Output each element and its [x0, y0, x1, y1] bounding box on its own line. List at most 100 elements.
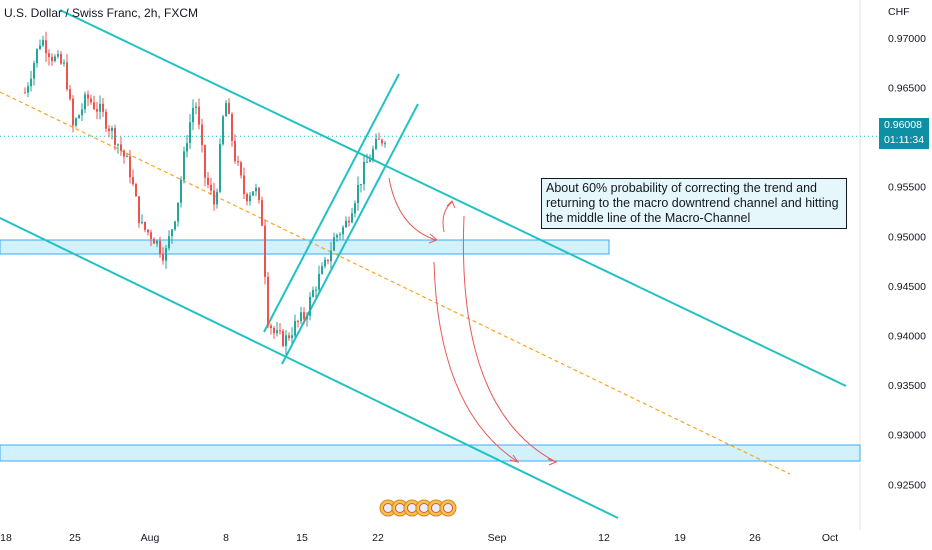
x-tick-label: 12 — [598, 532, 610, 544]
candle-body — [363, 161, 365, 185]
candle-body — [195, 106, 197, 108]
candle-body — [60, 54, 62, 64]
candle-body — [243, 175, 245, 194]
candle-body — [129, 156, 131, 178]
candle-body — [75, 118, 77, 126]
candle-body — [123, 150, 125, 157]
candle-body — [51, 57, 53, 61]
candle-body — [381, 139, 383, 144]
candle-body — [168, 236, 170, 249]
x-tick-label: 8 — [223, 532, 229, 544]
candle-body — [210, 184, 212, 191]
economic-event-flag-icon — [431, 503, 441, 513]
projection-arrow-head — [428, 233, 438, 244]
candle-body — [138, 196, 140, 224]
candle-body — [228, 102, 230, 114]
projection-arrow-head — [509, 454, 520, 463]
x-tick-label: 18 — [0, 532, 12, 544]
candle-body — [57, 54, 59, 57]
candle-body — [297, 320, 299, 322]
candle-body — [300, 312, 302, 322]
candle-body — [318, 273, 320, 290]
candle-body — [96, 108, 98, 112]
candle-body — [339, 234, 341, 236]
candle-body — [234, 140, 236, 162]
economic-event-flag-icon — [443, 503, 453, 513]
y-tick-label: 0.92500 — [888, 479, 926, 491]
candle-body — [246, 193, 248, 202]
candle-body — [153, 238, 155, 244]
y-tick-label: 0.93500 — [888, 380, 926, 392]
x-tick-label: 22 — [372, 532, 384, 544]
candle-body — [360, 184, 362, 186]
candle-body — [126, 156, 128, 158]
candle-body — [252, 191, 254, 196]
x-tick-label: Sep — [488, 532, 507, 544]
candle-body — [141, 221, 143, 224]
candle-body — [102, 103, 104, 112]
candle-body — [156, 240, 158, 244]
candle-body — [120, 144, 122, 151]
candle-body — [144, 221, 146, 230]
candle-body — [312, 290, 314, 297]
rising-channel-lower — [281, 103, 419, 365]
countdown-timer: 01:11:34 — [884, 134, 925, 146]
candle-body — [321, 266, 323, 274]
candle-body — [351, 213, 353, 223]
candle-body — [357, 184, 359, 204]
candle-body — [198, 106, 200, 125]
candle-body — [213, 190, 215, 205]
candle-body — [117, 144, 119, 146]
candle-body — [345, 220, 347, 228]
candle-body — [183, 151, 185, 180]
y-tick-label: 0.94000 — [888, 330, 926, 342]
candle-body — [291, 335, 293, 339]
macro-channel-midline — [0, 91, 791, 475]
candle-body — [45, 40, 47, 54]
candle-body — [249, 195, 251, 202]
candle-body — [165, 248, 167, 261]
y-tick-label: 0.95500 — [888, 182, 926, 194]
annotation-note[interactable]: About 60% probability of correcting the … — [541, 178, 847, 229]
candle-body — [309, 296, 311, 316]
y-tick-label: 0.97000 — [888, 33, 926, 45]
y-tick-label: 0.96500 — [888, 82, 926, 94]
x-tick-label: 25 — [69, 532, 81, 544]
candle-body — [369, 159, 371, 162]
candle-body — [162, 254, 164, 261]
candle-body — [270, 325, 272, 329]
candle-body — [216, 191, 218, 205]
projection-arrow — [442, 201, 453, 233]
candle-body — [237, 161, 239, 163]
y-tick-label: 0.94500 — [888, 281, 926, 293]
chart-title: U.S. Dollar / Swiss Franc, 2h, FXCM — [4, 6, 199, 20]
x-tick-label: 26 — [749, 532, 761, 544]
candle-body — [258, 187, 260, 201]
price-axis — [860, 0, 932, 550]
candle-body — [342, 227, 344, 235]
candle-body — [240, 162, 242, 176]
candle-body — [105, 111, 107, 129]
candle-body — [87, 94, 89, 99]
candle-body — [333, 237, 335, 251]
economic-event-flag-icon — [419, 503, 429, 513]
x-tick-label: 15 — [296, 532, 308, 544]
candle-body — [192, 107, 194, 123]
candle-body — [189, 122, 191, 144]
candle-body — [279, 330, 281, 332]
candle-body — [72, 98, 74, 126]
candle-body — [324, 259, 326, 267]
candle-body — [285, 335, 287, 347]
candle-body — [366, 161, 368, 163]
current-price-tag: 0.96008 01:11:34 — [879, 118, 929, 149]
candle-body — [39, 45, 41, 49]
candle-body — [69, 89, 71, 99]
candle-body — [186, 143, 188, 152]
candle-body — [222, 116, 224, 145]
candle-body — [33, 63, 35, 79]
candle-body — [255, 187, 257, 192]
candle-body — [42, 40, 44, 46]
projection-arrow — [462, 215, 557, 463]
